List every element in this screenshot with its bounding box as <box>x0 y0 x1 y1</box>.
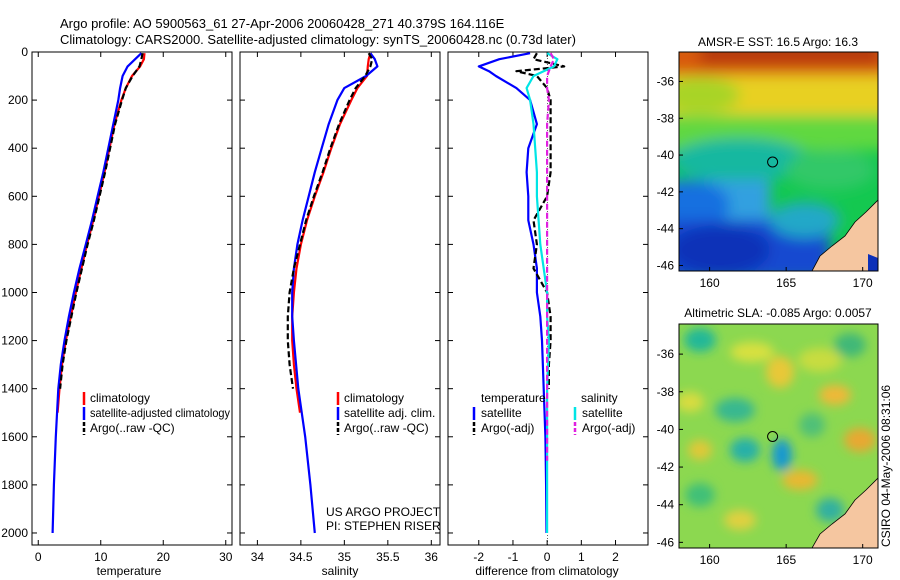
x-tick-label: -1 <box>508 550 519 564</box>
series-line-satellite <box>477 52 548 534</box>
x-tick-label: 35.5 <box>376 550 400 564</box>
sst-map-ticks: 160 165 170 -36 -38 -40 -42 -44 -46 <box>657 74 873 290</box>
x-tick-label: 10 <box>94 550 108 564</box>
series-line-argo-raw-qc- <box>59 52 144 389</box>
y-tick-label: 1400 <box>1 382 28 396</box>
series-line-argo-raw-qc- <box>286 52 374 389</box>
map-y-tick-label: -40 <box>657 422 675 436</box>
header-line-1: Argo profile: AO 5900563_61 27-Apr-2006 … <box>60 16 505 31</box>
series-line-argo-adj- <box>515 52 566 389</box>
project-annotation-2: PI: STEPHEN RISER <box>326 519 441 533</box>
map-y-tick-label: -36 <box>657 74 675 88</box>
sst-heatmap <box>679 52 878 271</box>
map-y-tick-label: -44 <box>657 498 675 512</box>
y-tick-label: 200 <box>8 93 28 107</box>
sst-map-panel: AMSR-E SST: 16.5 Argo: 16.3 160 16 <box>657 35 879 290</box>
y-tick-label: 2000 <box>1 526 28 540</box>
y-tick-label: 600 <box>8 189 28 203</box>
legend-label-sal-climatology: climatology <box>344 391 404 405</box>
x-tick-label: 0 <box>35 550 42 564</box>
sst-argo-location-marker <box>767 156 779 168</box>
legend-label-diff-s-argo: Argo(-adj) <box>582 421 635 435</box>
map-y-tick-label: -40 <box>657 148 675 162</box>
temperature-axes-frame <box>31 51 233 546</box>
x-tick-label: 30 <box>219 550 233 564</box>
map-x-tick-label: 160 <box>700 276 720 290</box>
legend-label-diff-t-satellite: satellite <box>481 406 522 420</box>
map-x-tick-label: 160 <box>700 553 720 567</box>
series-line-satellite-adjusted-climatology <box>51 52 143 534</box>
difference-ticks: -2 -1 0 1 2 <box>448 51 648 564</box>
y-tick-label: 1200 <box>1 334 28 348</box>
x-tick-label: 2 <box>612 550 619 564</box>
map-y-tick-label: -36 <box>657 347 675 361</box>
salinity-xlabel: salinity <box>322 564 359 578</box>
project-annotation-1: US ARGO PROJECT <box>326 505 441 519</box>
x-tick-label: 1 <box>578 550 585 564</box>
legend-label-satellite-adjusted: satellite-adjusted climatology <box>90 406 230 420</box>
y-tick-label: 1000 <box>1 285 28 299</box>
map-y-tick-label: -46 <box>657 258 675 272</box>
sla-heatmap <box>679 324 878 548</box>
x-tick-label: 20 <box>157 550 171 564</box>
series-line-argo-adj- <box>545 52 556 461</box>
sst-map-frame <box>678 51 879 272</box>
legend-header-salinity: salinity <box>581 391 618 405</box>
header-line-2: Climatology: CARS2000. Satellite-adjuste… <box>60 32 576 47</box>
temperature-xlabel: temperature <box>97 564 162 578</box>
legend-header-temperature: temperature <box>481 391 546 405</box>
map-y-tick-label: -46 <box>657 535 675 549</box>
map-y-tick-label: -38 <box>657 385 675 399</box>
x-tick-label: 36 <box>425 550 439 564</box>
x-tick-label: -2 <box>473 550 484 564</box>
map-x-tick-label: 165 <box>776 553 796 567</box>
x-tick-label: 35 <box>338 550 352 564</box>
legend-label-diff-s-satellite: satellite <box>582 406 623 420</box>
legend-label-diff-t-argo: Argo(-adj) <box>481 421 534 435</box>
sla-map-frame <box>678 323 879 549</box>
map-y-tick-label: -38 <box>657 111 675 125</box>
difference-xlabel: difference from climatology <box>475 564 618 578</box>
y-tick-label: 1600 <box>1 430 28 444</box>
map-x-tick-label: 170 <box>853 553 873 567</box>
temperature-legend: climatology satellite-adjusted climatolo… <box>82 391 230 435</box>
sla-map-panel: Altimetric SLA: -0.085 Argo: 0.0057 <box>657 306 879 567</box>
x-tick-label: 34.5 <box>289 550 313 564</box>
x-tick-label: 0 <box>544 550 551 564</box>
salinity-series <box>286 52 379 534</box>
temperature-panel: 0 10 20 30 0 200 400 600 800 1000 1200 1400 1600 1800… <box>1 45 232 578</box>
map-y-tick-label: -44 <box>657 222 675 236</box>
map-y-tick-label: -42 <box>657 185 675 199</box>
difference-panel: -2 -1 0 1 2 difference from climatology temp… <box>447 51 649 578</box>
x-tick-label: 34 <box>251 550 265 564</box>
legend-label-sal-satellite: satellite adj. clim. <box>344 406 435 420</box>
difference-legend: temperature salinity satellite Argo(-adj… <box>472 391 635 435</box>
y-tick-label: 0 <box>21 45 28 59</box>
legend-label-argo: Argo(..raw -QC) <box>90 421 175 435</box>
sla-argo-location-marker <box>767 431 779 442</box>
sst-map-title: AMSR-E SST: 16.5 Argo: 16.3 <box>698 35 858 49</box>
salinity-legend: climatology satellite adj. clim. Argo(..… <box>336 391 435 435</box>
temperature-series <box>51 52 146 534</box>
csiro-timestamp-label: CSIRO 04-May-2006 08:31:06 <box>879 385 893 547</box>
legend-label-sal-argo: Argo(..raw -QC) <box>344 421 429 435</box>
map-x-tick-label: 170 <box>853 276 873 290</box>
salinity-axes-frame <box>239 51 441 546</box>
sla-map-title: Altimetric SLA: -0.085 Argo: 0.0057 <box>684 306 872 320</box>
map-y-tick-label: -42 <box>657 460 675 474</box>
salinity-ticks: 34 34.5 35 35.5 36 <box>240 51 440 564</box>
y-tick-label: 400 <box>8 141 28 155</box>
temperature-ticks: 0 10 20 30 0 200 400 600 800 1000 1200 1400 1600 1800… <box>1 45 232 564</box>
y-tick-label: 800 <box>8 237 28 251</box>
map-x-tick-label: 165 <box>776 276 796 290</box>
difference-series <box>477 52 566 534</box>
sla-map-ticks: 160 165 170 -36 -38 -40 -42 -44 -46 <box>657 347 873 567</box>
salinity-panel: 34 34.5 35 35.5 36 salinity climatology sate… <box>239 51 441 578</box>
legend-label-climatology: climatology <box>90 391 150 405</box>
y-tick-label: 1800 <box>1 478 28 492</box>
